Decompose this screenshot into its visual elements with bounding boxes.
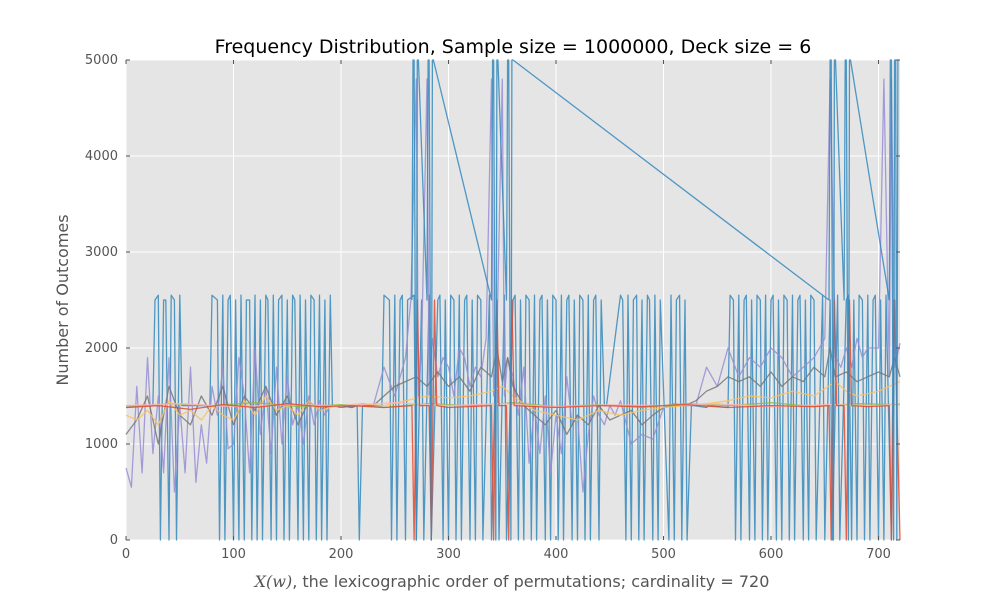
series-layer	[125, 59, 901, 541]
y-tick-label-2: 2000	[85, 341, 118, 356]
series-line-1-0	[125, 78, 901, 493]
y-tick-labels: 0 1000 2000 3000 4000 5000	[85, 53, 118, 548]
x-tick-label-1: 100	[221, 547, 246, 562]
chart-title: Frequency Distribution, Sample size = 10…	[215, 36, 812, 58]
series-line-7-0	[411, 59, 899, 541]
y-tick-label-4: 4000	[85, 149, 118, 164]
axis-ticks	[125, 59, 900, 541]
y-tick-label-3: 3000	[85, 245, 118, 260]
series-line-4-0	[125, 402, 901, 409]
x-tick-label-3: 300	[436, 547, 461, 562]
x-tick-label-4: 400	[544, 547, 569, 562]
series-line-3-0	[125, 380, 901, 426]
x-axis-label-text: , the lexicographic order of permutation…	[292, 572, 769, 591]
x-tick-label-0: 0	[122, 547, 130, 562]
x-axis-label-math: X(w)	[253, 572, 293, 591]
x-axis-label: X(w), the lexicographic order of permuta…	[253, 572, 770, 591]
x-tick-labels: 0 100 200 300 400 500 600 700	[122, 547, 891, 562]
series-line-0-0	[126, 294, 895, 541]
y-tick-label-5: 5000	[85, 53, 118, 68]
y-tick-label-0: 0	[110, 533, 118, 548]
series-line-2-0	[125, 347, 901, 445]
x-tick-label-7: 700	[866, 547, 891, 562]
x-tick-label-5: 500	[651, 547, 676, 562]
series-line-6-0	[125, 299, 901, 541]
y-axis-label: Number of Outcomes	[53, 214, 72, 385]
x-tick-label-6: 600	[759, 547, 784, 562]
y-tick-label-1: 1000	[85, 437, 118, 452]
x-tick-label-2: 200	[329, 547, 354, 562]
